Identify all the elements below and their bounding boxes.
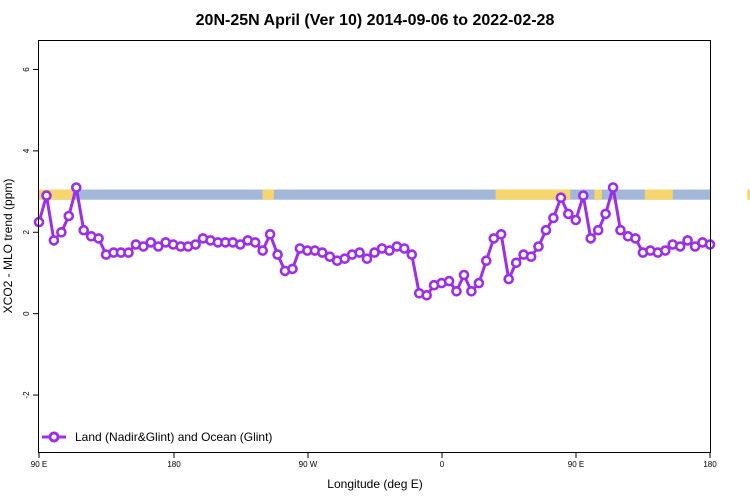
data-point (153, 241, 164, 252)
y-tick-label: 4 (22, 148, 31, 153)
land-segment (39, 189, 73, 200)
data-point (249, 237, 261, 248)
y-tick-label: 2 (22, 229, 31, 234)
data-point (145, 237, 157, 248)
data-point (540, 224, 552, 236)
data-point (71, 182, 82, 193)
data-point (585, 233, 597, 244)
y-axis-label: XCO2 - MLO trend (ppm) (1, 179, 15, 314)
data-point (466, 285, 477, 297)
data-point (398, 243, 410, 254)
legend-label: Land (Nadir&Glint) and Ocean (Glint) (75, 430, 272, 444)
legend: Land (Nadir&Glint) and Ocean (Glint) (42, 430, 272, 444)
data-point (406, 249, 418, 260)
data-point (630, 233, 641, 244)
data-point (361, 253, 373, 265)
data-point (287, 263, 298, 275)
data-point (190, 239, 201, 250)
x-axis: 90 E 180 90 W 0 90 E 180 (31, 452, 717, 469)
chart-title: 20N-25N April (Ver 10) 2014-09-06 to 202… (196, 12, 555, 29)
data-point (615, 224, 626, 236)
data-point (525, 251, 537, 263)
data-point (369, 247, 380, 258)
plot-frame (38, 40, 711, 453)
data-point (138, 241, 149, 252)
data-point (451, 285, 462, 297)
data-point (510, 257, 522, 269)
legend-marker (48, 431, 60, 443)
y-tick-label: -2 (22, 391, 31, 399)
x-tick-label: 90 E (31, 460, 47, 469)
data-point (659, 245, 671, 256)
data-point (316, 247, 328, 258)
y-axis: -2 0 2 4 6 (22, 67, 39, 399)
data-point (272, 249, 283, 260)
data-point (674, 241, 686, 252)
data-point (577, 190, 589, 201)
land-segment (644, 189, 673, 200)
data-point (443, 275, 455, 287)
data-point (257, 245, 269, 256)
series-layer (33, 182, 716, 301)
data-point (63, 210, 75, 222)
x-tick-label: 90 E (568, 460, 584, 469)
y-tick-label: 0 (22, 311, 31, 316)
data-point (264, 229, 276, 240)
data-point (600, 208, 611, 220)
land-segment (262, 189, 274, 200)
data-point (235, 239, 246, 250)
data-point (56, 227, 67, 238)
data-point (495, 229, 507, 240)
data-point (421, 289, 433, 301)
data-point (533, 241, 544, 252)
data-point (384, 245, 395, 256)
data-point (123, 247, 134, 258)
x-tick-label: 180 (167, 460, 181, 469)
data-point (480, 255, 492, 267)
land-segment (594, 189, 602, 200)
x-axis-label: Longitude (deg E) (327, 477, 422, 491)
data-point (48, 235, 60, 246)
land-ocean-band (39, 189, 750, 200)
data-point (41, 190, 52, 201)
data-point (570, 214, 582, 226)
data-point (473, 277, 485, 289)
data-point (689, 241, 701, 252)
x-tick-label: 90 W (299, 460, 318, 469)
x-tick-label: 0 (440, 460, 445, 469)
land-segment (747, 189, 750, 200)
data-point (682, 235, 693, 246)
data-point (354, 247, 365, 258)
y-tick-label: 6 (22, 67, 31, 72)
ocean-band (39, 189, 710, 200)
data-point (339, 253, 351, 265)
data-point (78, 224, 89, 236)
data-point (562, 208, 574, 220)
data-point (555, 192, 567, 203)
data-point (458, 269, 470, 281)
data-point (488, 233, 500, 244)
data-point (503, 273, 515, 285)
land-segment (495, 189, 571, 200)
data-point (592, 224, 604, 236)
data-point (93, 233, 104, 244)
data-point (607, 182, 619, 193)
x-tick-label: 180 (703, 460, 717, 469)
data-point (548, 212, 559, 224)
